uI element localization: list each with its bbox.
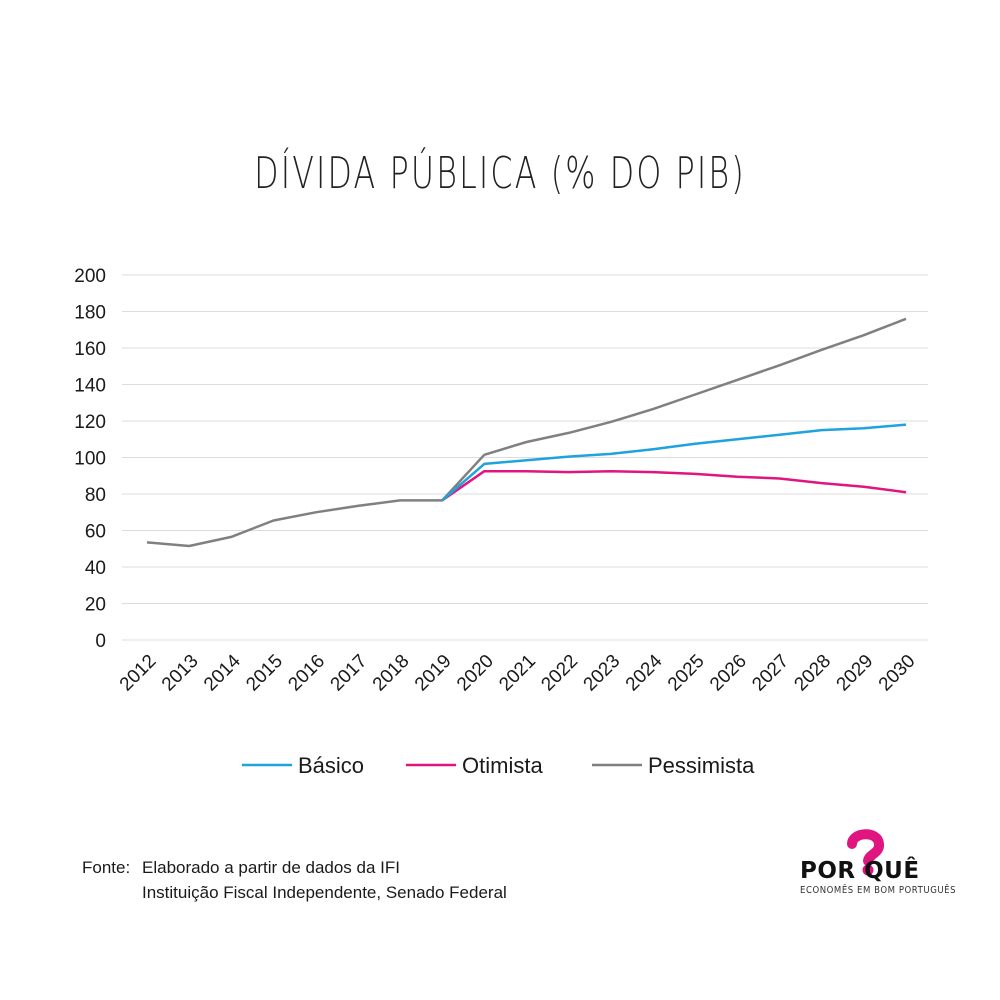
y-tick-label: 160 (74, 339, 106, 360)
y-tick-label: 20 (85, 595, 106, 616)
x-tick-label: 2020 (453, 651, 498, 696)
legend-label: Otimista (462, 753, 543, 778)
series-line-pessimista (146, 317, 907, 548)
gridlines (122, 274, 928, 641)
x-tick-label: 2019 (411, 651, 456, 696)
x-tick-label: 2017 (327, 651, 372, 696)
y-tick-label: 120 (74, 412, 106, 433)
x-tick-label: 2028 (790, 651, 835, 696)
y-tick-label: 180 (74, 303, 106, 324)
y-tick-label: 40 (85, 558, 106, 579)
x-tick-label: 2023 (580, 651, 625, 696)
question-mark-piggy-icon (847, 829, 884, 876)
series-line-básico (441, 423, 907, 502)
x-tick-label: 2012 (116, 651, 161, 696)
x-tick-label: 2026 (706, 651, 751, 696)
x-tick-label: 2013 (158, 651, 203, 696)
x-tick-label: 2025 (664, 651, 709, 696)
x-tick-label: 2027 (748, 651, 793, 696)
legend-label: Pessimista (648, 753, 755, 778)
x-tick-label: 2014 (200, 650, 245, 695)
series-line-otimista (441, 469, 907, 502)
source-line-2: Instituição Fiscal Independente, Senado … (142, 883, 507, 902)
legend: Básico Otimista Pessimista (242, 753, 755, 778)
y-tick-label: 0 (95, 631, 106, 652)
porque-logo: POR QUÊ ECONOMÊS EM BOM PORTUGUÊS (796, 828, 956, 904)
y-tick-label: 60 (85, 522, 106, 543)
logo-tagline: ECONOMÊS EM BOM PORTUGUÊS (800, 885, 957, 896)
source-note: Fonte: Elaborado a partir de dados da IFI… (82, 855, 507, 905)
x-tick-label: 2030 (875, 651, 920, 696)
legend-label: Básico (298, 753, 364, 778)
x-axis-ticks: 2012201320142015201620172018201920202021… (116, 650, 920, 695)
x-tick-label: 2022 (537, 651, 582, 696)
x-tick-label: 2018 (369, 651, 414, 696)
chart-title: DÍVIDA PÚBLICA (% DO PIB) (254, 148, 746, 199)
y-axis-ticks: 0 20 40 60 80 100 120 140 160 180 200 (74, 266, 106, 652)
y-tick-label: 200 (74, 266, 106, 287)
y-tick-label: 100 (74, 449, 106, 470)
y-tick-label: 140 (74, 376, 106, 397)
source-line-1: Elaborado a partir de dados da IFI (142, 858, 400, 877)
x-tick-label: 2021 (495, 651, 540, 696)
y-tick-label: 80 (85, 485, 106, 506)
source-label: Fonte: (82, 858, 131, 877)
logo-name: POR QUÊ (800, 858, 920, 884)
x-tick-label: 2024 (622, 650, 667, 695)
x-tick-label: 2015 (242, 651, 287, 696)
series-lines (146, 317, 907, 548)
x-tick-label: 2029 (833, 651, 878, 696)
x-tick-label: 2016 (284, 651, 329, 696)
